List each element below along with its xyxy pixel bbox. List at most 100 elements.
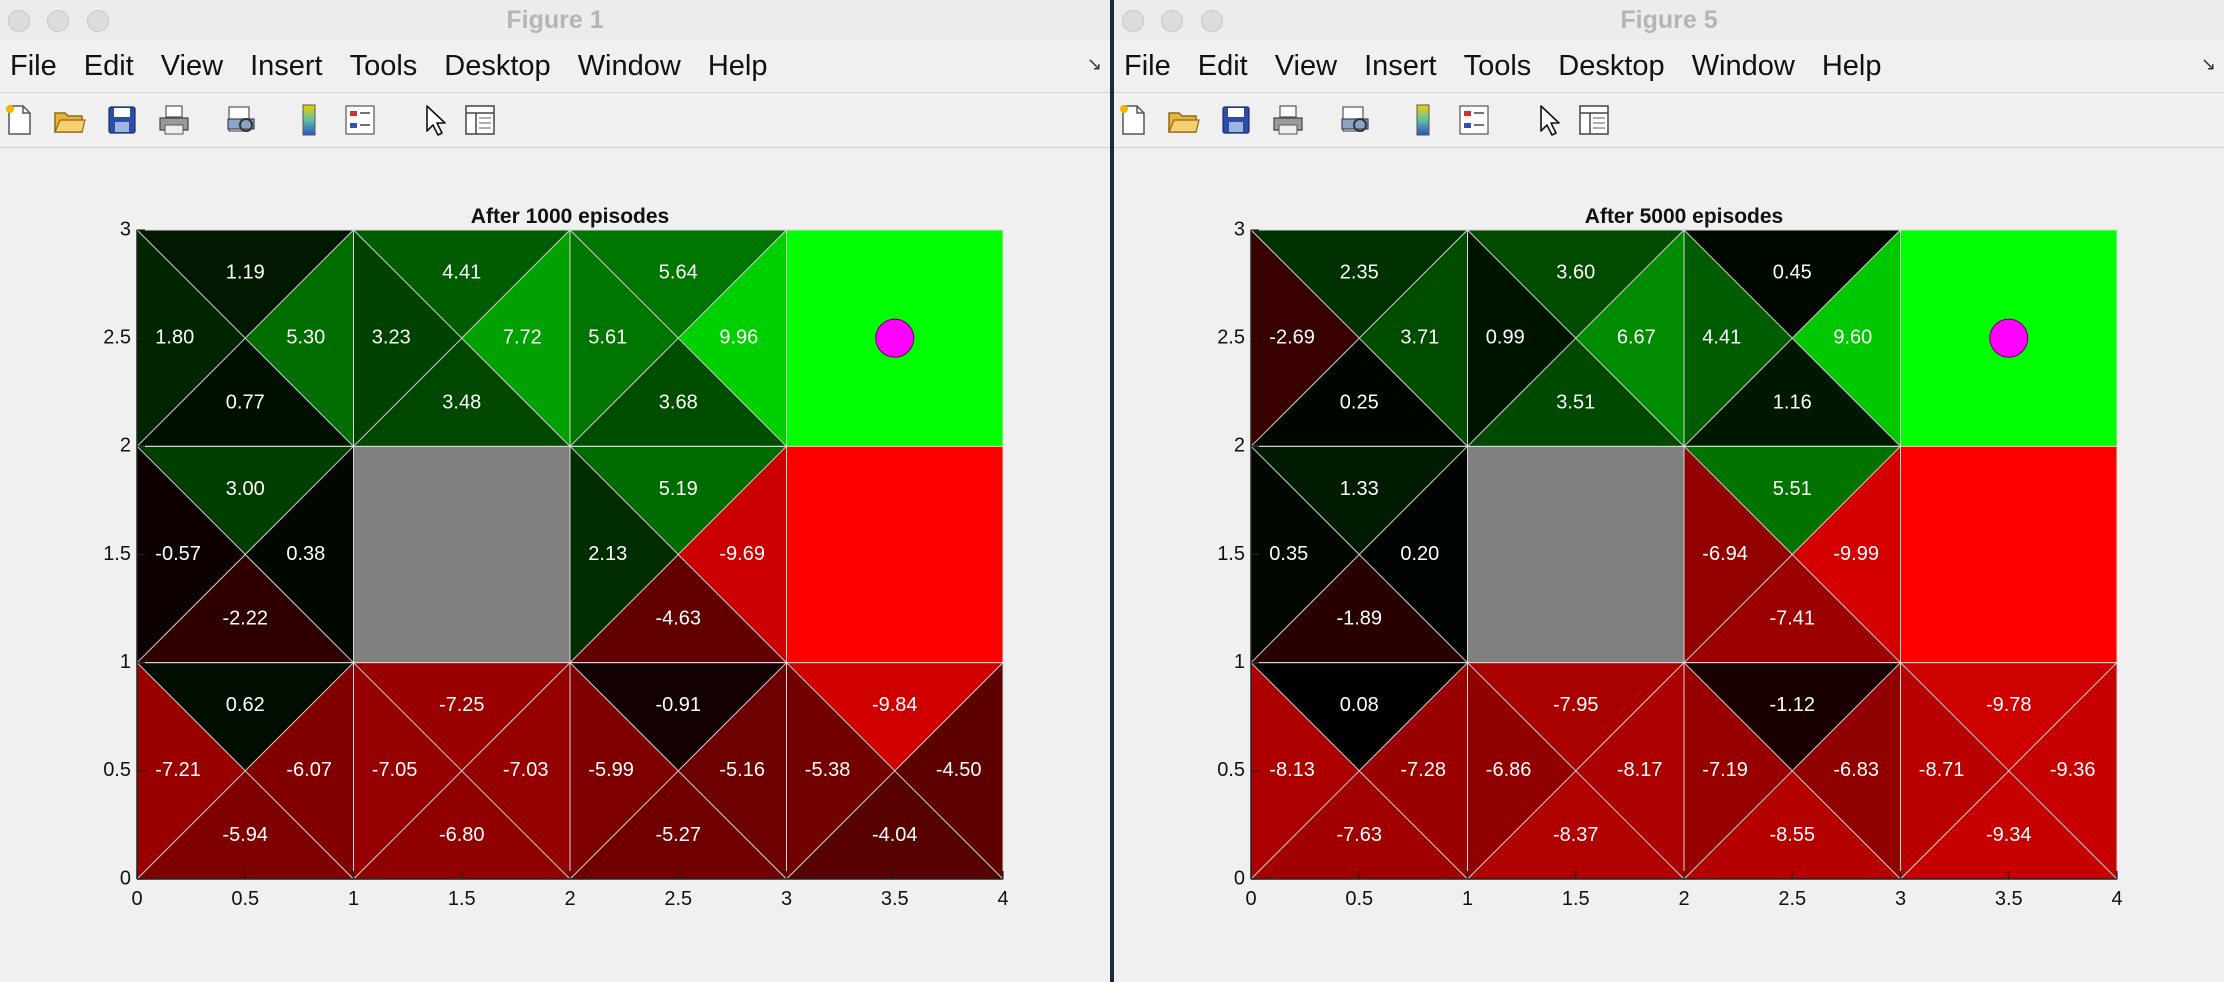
q-value-left: 0.35 xyxy=(1269,543,1308,565)
q-value-left: -6.94 xyxy=(1702,543,1748,565)
q-value-right: -6.83 xyxy=(1833,759,1879,781)
menu-insert[interactable]: Insert xyxy=(1364,49,1437,82)
title-bar: Figure 1 xyxy=(0,0,1110,41)
print-icon[interactable] xyxy=(157,103,191,137)
x-tick-label: 3 xyxy=(781,888,792,910)
q-value-up: -7.25 xyxy=(439,694,485,716)
close-window-button[interactable] xyxy=(8,10,30,32)
x-tick-label: 0 xyxy=(131,888,142,910)
q-value-left: -5.99 xyxy=(588,759,634,781)
y-tick-label: 2.5 xyxy=(1217,326,1245,348)
menu-view[interactable]: View xyxy=(160,49,224,82)
q-value-right: 0.38 xyxy=(286,543,325,565)
menu-tools[interactable]: Tools xyxy=(349,49,418,82)
x-tick-label: 3 xyxy=(1895,888,1906,910)
q-value-right: -5.16 xyxy=(719,759,765,781)
x-tick-label: 2 xyxy=(1678,888,1689,910)
property-inspector-icon[interactable] xyxy=(463,103,497,137)
q-value-up: 4.41 xyxy=(442,262,481,284)
figure-window-5: Figure 5 File Edit View Insert Tools Des… xyxy=(1114,0,2224,982)
q-value-up: -1.12 xyxy=(1769,694,1815,716)
menu-view[interactable]: View xyxy=(1274,49,1338,82)
menu-edit[interactable]: Edit xyxy=(1197,49,1248,82)
pointer-icon[interactable] xyxy=(418,103,452,137)
x-tick-label: 2 xyxy=(564,888,575,910)
close-window-button[interactable] xyxy=(1122,10,1144,32)
legend-icon[interactable] xyxy=(343,103,377,137)
q-value-up: 0.62 xyxy=(226,694,265,716)
save-icon[interactable] xyxy=(105,103,139,137)
chart-title: After 1000 episodes xyxy=(471,205,669,228)
q-value-down: -5.27 xyxy=(655,824,701,846)
menu-bar: File Edit View Insert Tools Desktop Wind… xyxy=(0,40,1110,93)
menu-edit[interactable]: Edit xyxy=(83,49,134,82)
y-tick-label: 1 xyxy=(120,651,131,673)
q-value-right: 3.71 xyxy=(1400,326,1439,348)
menu-help[interactable]: Help xyxy=(707,49,768,82)
zoom-window-button[interactable] xyxy=(1201,10,1223,32)
q-value-right: -6.07 xyxy=(286,759,332,781)
colorbar-icon[interactable] xyxy=(1406,103,1440,137)
menu-file[interactable]: File xyxy=(10,49,57,82)
x-tick-label: 0.5 xyxy=(231,888,259,910)
x-tick-label: 3.5 xyxy=(1995,888,2023,910)
chart-title: After 5000 episodes xyxy=(1585,205,1783,228)
wall-cell xyxy=(1467,446,1684,663)
menu-bar: File Edit View Insert Tools Desktop Wind… xyxy=(1114,40,2224,93)
menu-dock-arrow-icon[interactable]: ↘ xyxy=(1086,54,1102,74)
q-value-down: -9.34 xyxy=(1986,824,2032,846)
menu-desktop[interactable]: Desktop xyxy=(1558,49,1665,82)
y-tick-label: 2 xyxy=(120,435,131,457)
new-file-icon[interactable] xyxy=(2,103,36,137)
q-value-down: -7.63 xyxy=(1336,824,1382,846)
save-icon[interactable] xyxy=(1219,103,1253,137)
open-folder-icon[interactable] xyxy=(52,103,86,137)
menu-desktop[interactable]: Desktop xyxy=(444,49,551,82)
print-icon[interactable] xyxy=(1271,103,1305,137)
q-value-down: -5.94 xyxy=(222,824,268,846)
menu-window[interactable]: Window xyxy=(577,49,681,82)
q-value-up: -9.84 xyxy=(872,694,918,716)
q-value-right: -8.17 xyxy=(1617,759,1663,781)
y-tick-label: 3 xyxy=(120,218,131,240)
q-value-right: 7.72 xyxy=(503,326,542,348)
zoom-window-button[interactable] xyxy=(87,10,109,32)
q-value-right: 9.60 xyxy=(1833,326,1872,348)
q-value-right: -4.50 xyxy=(936,759,982,781)
open-folder-icon[interactable] xyxy=(1166,103,1200,137)
q-value-left: -5.38 xyxy=(805,759,851,781)
colorbar-icon[interactable] xyxy=(292,103,326,137)
menu-file[interactable]: File xyxy=(1124,49,1171,82)
q-value-up: -7.95 xyxy=(1553,694,1599,716)
window-divider xyxy=(1110,0,1114,982)
title-bar: Figure 5 xyxy=(1114,0,2224,41)
q-value-up: 2.35 xyxy=(1340,262,1379,284)
x-tick-label: 4 xyxy=(2111,888,2122,910)
legend-icon[interactable] xyxy=(1457,103,1491,137)
menu-tools[interactable]: Tools xyxy=(1463,49,1532,82)
menu-insert[interactable]: Insert xyxy=(250,49,323,82)
q-value-up: 0.08 xyxy=(1340,694,1379,716)
x-tick-label: 2.5 xyxy=(664,888,692,910)
q-value-down: 1.16 xyxy=(1773,391,1812,413)
q-value-left: -8.13 xyxy=(1269,759,1315,781)
menu-help[interactable]: Help xyxy=(1821,49,1882,82)
q-value-down: 3.48 xyxy=(442,391,481,413)
menu-window[interactable]: Window xyxy=(1691,49,1795,82)
pointer-icon[interactable] xyxy=(1532,103,1566,137)
q-value-left: -7.21 xyxy=(155,759,201,781)
print-preview-icon[interactable] xyxy=(224,103,258,137)
y-tick-label: 1.5 xyxy=(1217,543,1245,565)
q-value-right: -9.36 xyxy=(2050,759,2096,781)
print-preview-icon[interactable] xyxy=(1338,103,1372,137)
menu-dock-arrow-icon[interactable]: ↘ xyxy=(2200,54,2216,74)
new-file-icon[interactable] xyxy=(1116,103,1150,137)
minimize-window-button[interactable] xyxy=(1161,10,1183,32)
property-inspector-icon[interactable] xyxy=(1577,103,1611,137)
q-value-right: 5.30 xyxy=(286,326,325,348)
figure-toolbar xyxy=(1114,93,2224,148)
q-value-left: -2.69 xyxy=(1269,326,1315,348)
minimize-window-button[interactable] xyxy=(47,10,69,32)
x-tick-label: 0.5 xyxy=(1345,888,1373,910)
q-value-down: 0.25 xyxy=(1340,391,1379,413)
